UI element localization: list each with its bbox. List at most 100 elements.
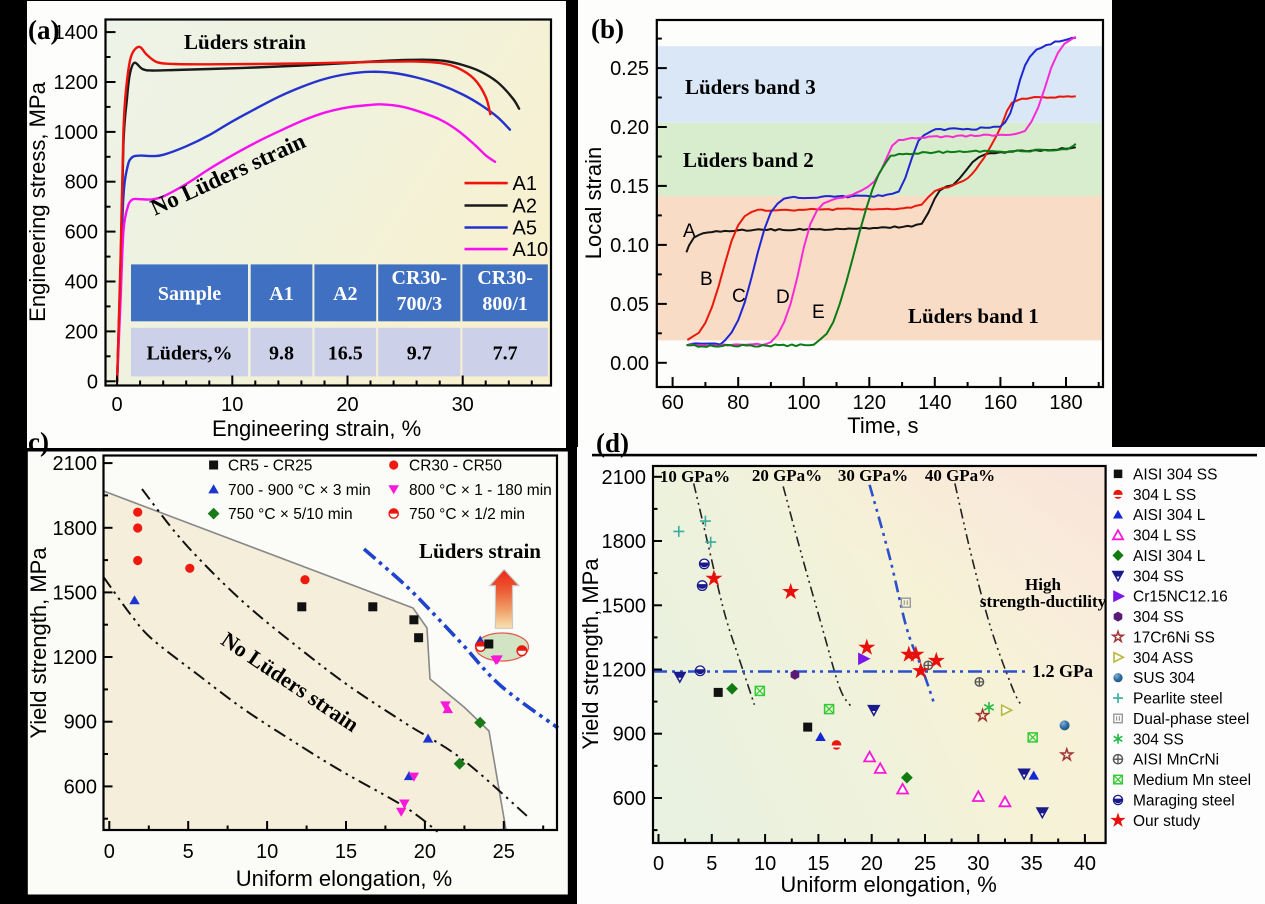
svg-text:A2: A2 xyxy=(513,196,537,218)
svg-text:CR30-: CR30- xyxy=(477,267,533,289)
svg-text:0.00: 0.00 xyxy=(610,353,649,375)
svg-text:700 - 900 °C × 3 min: 700 - 900 °C × 3 min xyxy=(228,482,371,499)
svg-text:30: 30 xyxy=(452,394,474,416)
svg-text:80: 80 xyxy=(727,392,749,414)
svg-text:0.05: 0.05 xyxy=(610,294,649,316)
svg-text:A10: A10 xyxy=(513,239,549,261)
svg-text:120: 120 xyxy=(853,392,886,414)
svg-text:25: 25 xyxy=(914,853,936,875)
svg-text:600: 600 xyxy=(65,222,98,244)
svg-text:0: 0 xyxy=(104,841,115,863)
svg-text:40 GPa%: 40 GPa% xyxy=(925,466,995,485)
svg-text:160: 160 xyxy=(984,392,1017,414)
svg-text:0.10: 0.10 xyxy=(610,235,649,257)
svg-text:Our study: Our study xyxy=(1133,813,1200,830)
svg-text:400: 400 xyxy=(65,272,98,294)
svg-text:A2: A2 xyxy=(333,283,357,305)
svg-text:1500: 1500 xyxy=(602,595,647,617)
svg-text:1800: 1800 xyxy=(53,518,98,540)
svg-text:Engineering strain, %: Engineering strain, % xyxy=(212,416,421,441)
svg-text:A1: A1 xyxy=(269,283,293,305)
svg-text:100: 100 xyxy=(787,392,820,414)
svg-text:Lüders band 3: Lüders band 3 xyxy=(685,75,816,99)
svg-text:High: High xyxy=(1025,575,1061,594)
svg-text:0.25: 0.25 xyxy=(610,58,649,80)
svg-text:40: 40 xyxy=(1074,853,1096,875)
svg-text:Lüders band 1: Lüders band 1 xyxy=(908,304,1039,328)
svg-text:A5: A5 xyxy=(513,218,537,240)
svg-text:Yield strength, MPa: Yield strength, MPa xyxy=(26,547,51,739)
svg-text:600: 600 xyxy=(613,788,646,810)
svg-text:(a): (a) xyxy=(28,15,59,45)
svg-text:Uniform elongation, %: Uniform elongation, % xyxy=(780,872,996,897)
svg-text:7.7: 7.7 xyxy=(493,343,518,365)
svg-text:25: 25 xyxy=(493,841,515,863)
svg-text:750 °C × 1/2 min: 750 °C × 1/2 min xyxy=(409,506,525,523)
svg-text:A: A xyxy=(683,221,696,242)
svg-text:0.20: 0.20 xyxy=(610,117,649,139)
svg-text:15: 15 xyxy=(807,853,829,875)
svg-text:304 L SS: 304 L SS xyxy=(1133,528,1196,545)
svg-text:Time, s: Time, s xyxy=(847,413,918,438)
svg-text:10: 10 xyxy=(256,841,278,863)
svg-text:2100: 2100 xyxy=(53,453,98,475)
svg-text:C: C xyxy=(732,286,746,307)
svg-text:10: 10 xyxy=(221,394,243,416)
svg-text:10 GPa%: 10 GPa% xyxy=(660,467,730,486)
svg-text:Dual-phase steel: Dual-phase steel xyxy=(1133,711,1249,728)
svg-text:1200: 1200 xyxy=(602,660,647,682)
svg-text:E: E xyxy=(812,302,825,323)
svg-text:304 SS: 304 SS xyxy=(1133,609,1184,626)
svg-text:16.5: 16.5 xyxy=(328,343,363,365)
svg-text:304 SS: 304 SS xyxy=(1133,568,1184,585)
svg-text:0.15: 0.15 xyxy=(610,176,649,198)
svg-text:strength-ductility: strength-ductility xyxy=(980,592,1107,611)
svg-text:9.8: 9.8 xyxy=(269,343,294,365)
svg-text:30: 30 xyxy=(967,853,989,875)
svg-text:Maraging steel: Maraging steel xyxy=(1133,793,1235,810)
svg-text:20: 20 xyxy=(336,394,358,416)
svg-text:800 °C × 1 - 180 min: 800 °C × 1 - 180 min xyxy=(409,482,552,499)
svg-text:B: B xyxy=(700,269,713,290)
svg-text:304 SS: 304 SS xyxy=(1133,731,1184,748)
svg-text:9.7: 9.7 xyxy=(407,343,432,365)
svg-text:A1: A1 xyxy=(513,173,537,195)
svg-text:15: 15 xyxy=(335,841,357,863)
svg-text:Pearlite steel: Pearlite steel xyxy=(1133,691,1223,708)
svg-text:Lüders strain: Lüders strain xyxy=(184,30,306,54)
svg-text:Local strain: Local strain xyxy=(581,147,606,260)
svg-text:c): c) xyxy=(28,427,49,457)
svg-text:900: 900 xyxy=(613,724,646,746)
svg-text:Medium Mn steel: Medium Mn steel xyxy=(1133,772,1251,789)
svg-text:1400: 1400 xyxy=(54,22,99,44)
svg-text:Lüders strain: Lüders strain xyxy=(419,539,541,563)
svg-text:Uniform elongation, %: Uniform elongation, % xyxy=(236,866,452,891)
svg-text:AISI 304 L: AISI 304 L xyxy=(1133,548,1206,565)
svg-text:1000: 1000 xyxy=(54,122,99,144)
svg-text:17Cr6Ni SS: 17Cr6Ni SS xyxy=(1133,629,1215,646)
svg-text:Sample: Sample xyxy=(158,283,221,305)
svg-text:0: 0 xyxy=(87,371,98,393)
svg-text:1200: 1200 xyxy=(54,72,99,94)
svg-text:60: 60 xyxy=(661,392,683,414)
svg-text:AISI 304 SS: AISI 304 SS xyxy=(1133,466,1217,483)
svg-text:Lüders,%: Lüders,% xyxy=(146,343,232,365)
svg-text:(b): (b) xyxy=(591,14,624,44)
svg-text:20: 20 xyxy=(861,853,883,875)
svg-text:0: 0 xyxy=(653,853,664,875)
svg-text:(d): (d) xyxy=(596,428,629,458)
svg-text:35: 35 xyxy=(1020,853,1042,875)
svg-text:800/1: 800/1 xyxy=(482,293,528,315)
svg-text:CR5 - CR25: CR5 - CR25 xyxy=(228,458,312,475)
svg-text:10: 10 xyxy=(754,853,776,875)
svg-text:1200: 1200 xyxy=(53,647,98,669)
svg-text:2100: 2100 xyxy=(602,467,647,489)
svg-text:20: 20 xyxy=(414,841,436,863)
svg-text:140: 140 xyxy=(918,392,951,414)
svg-text:700/3: 700/3 xyxy=(397,293,443,315)
svg-text:304 ASS: 304 ASS xyxy=(1133,650,1193,667)
svg-text:D: D xyxy=(776,287,790,308)
svg-text:20 GPa%: 20 GPa% xyxy=(752,466,822,485)
svg-text:Cr15NC12.16: Cr15NC12.16 xyxy=(1133,589,1228,606)
svg-text:1800: 1800 xyxy=(602,531,647,553)
